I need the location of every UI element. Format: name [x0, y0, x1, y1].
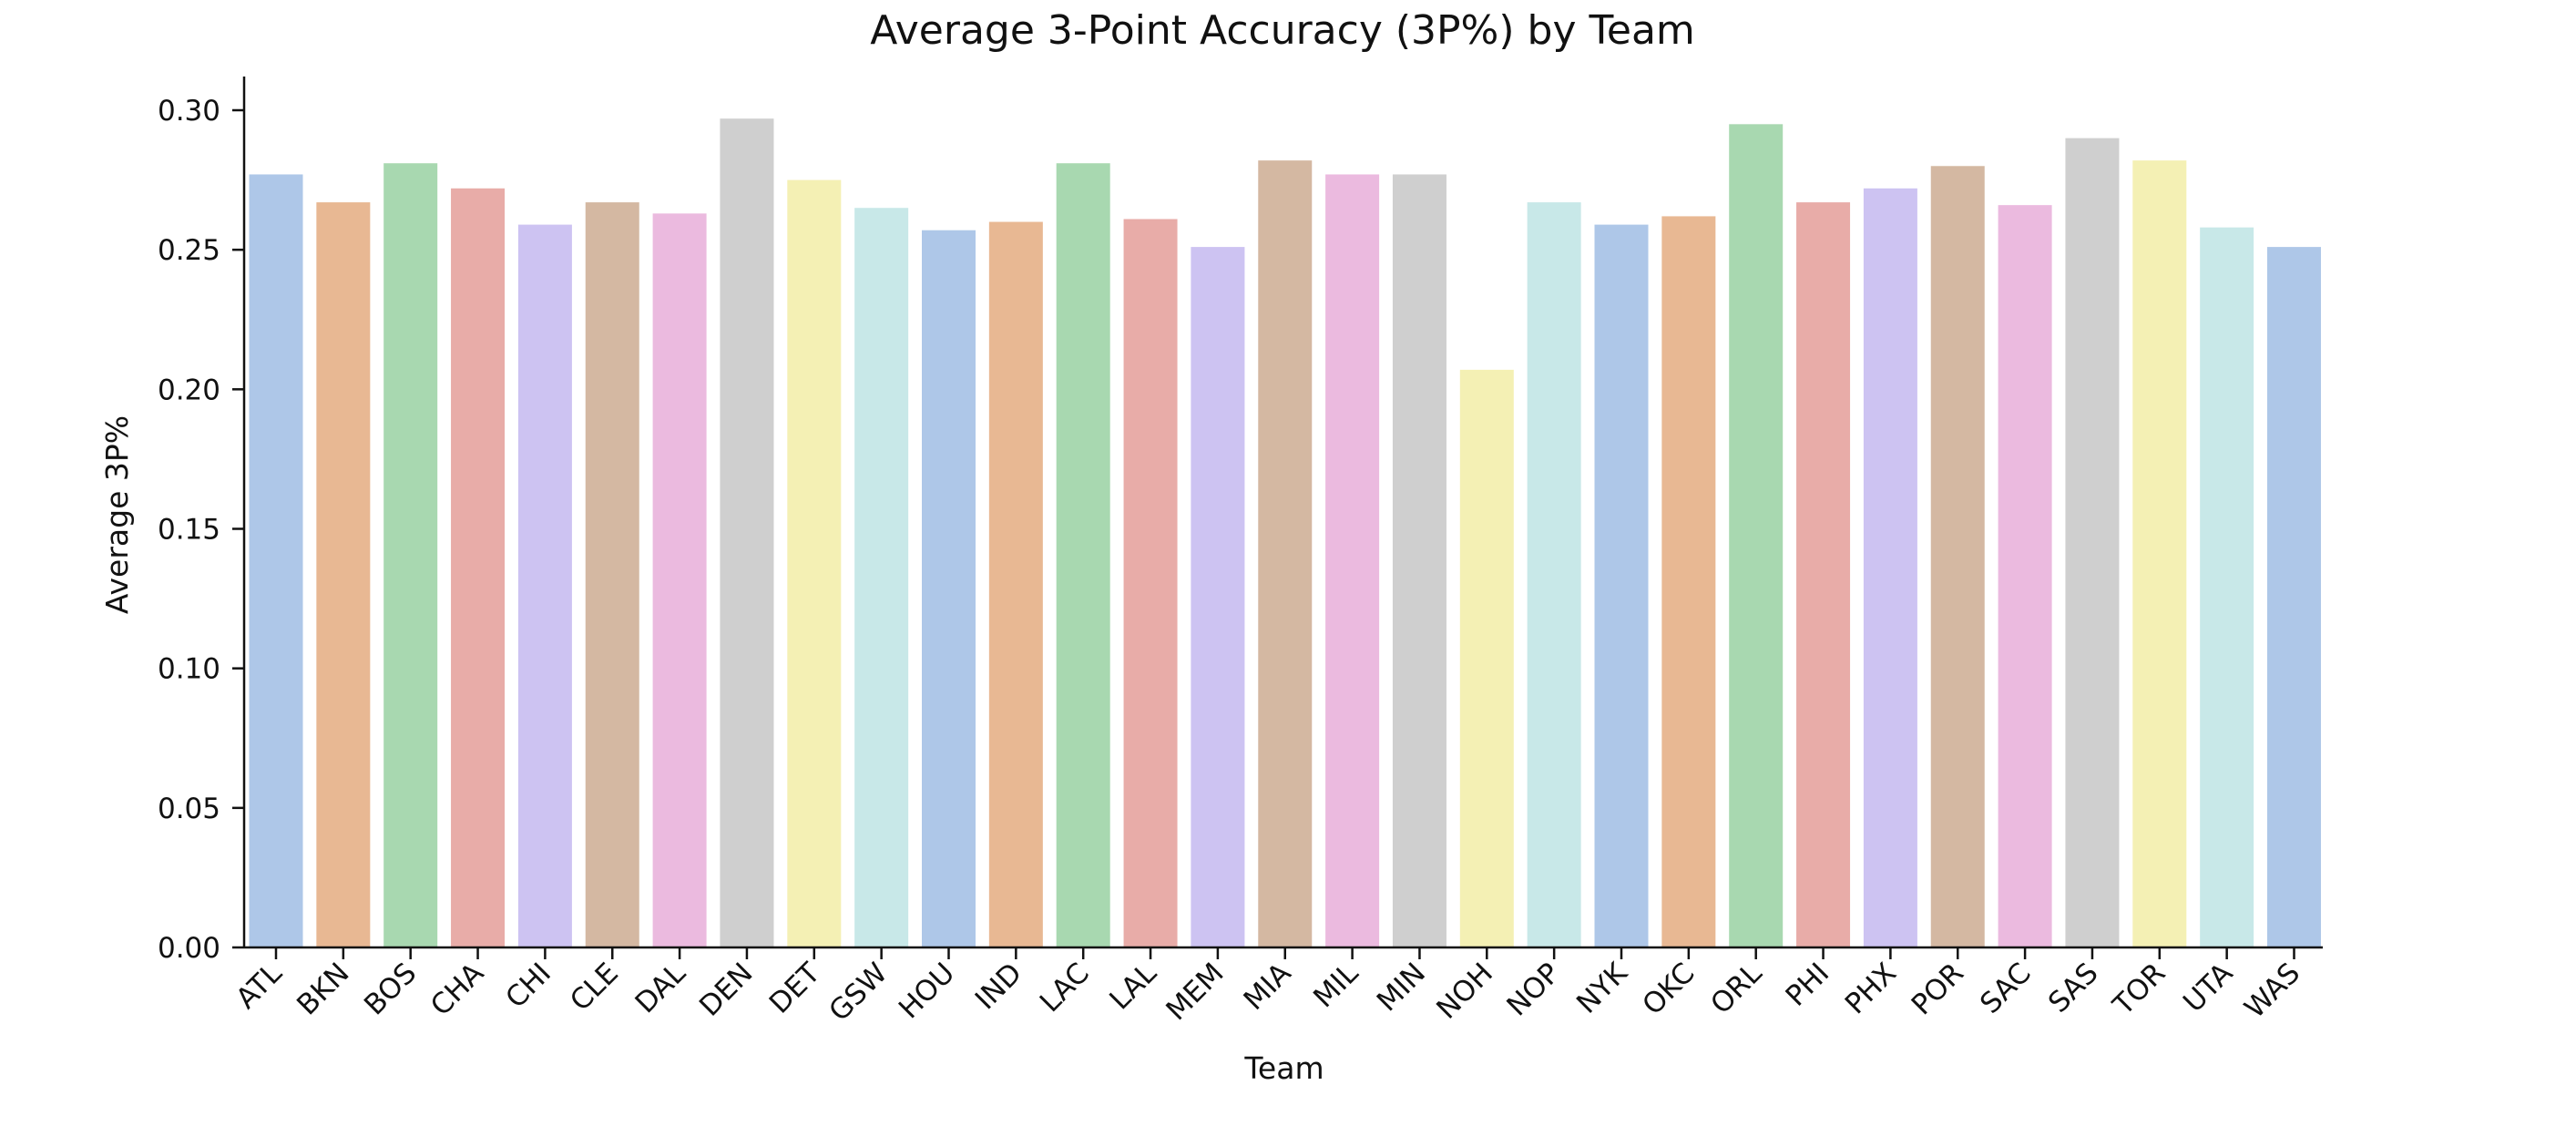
x-tick-label: LAC — [1034, 957, 1096, 1019]
x-tick-label: PHX — [1839, 957, 1903, 1020]
x-tick-label: BKN — [291, 957, 355, 1021]
bar-chi — [517, 224, 572, 947]
x-tick-label: DET — [763, 956, 827, 1019]
bar-min — [1392, 174, 1446, 947]
y-axis-ticks: 0.00 0.05 0.10 0.15 0.20 0.25 0.30 — [158, 95, 244, 965]
bar-noh — [1459, 369, 1514, 947]
x-tick-label: CLE — [564, 957, 625, 1018]
bar-hou — [922, 230, 976, 947]
x-tick-label: DAL — [629, 957, 693, 1020]
x-tick-label: MIN — [1371, 957, 1432, 1018]
bar-lal — [1123, 219, 1178, 948]
x-tick-label: LAL — [1103, 957, 1163, 1017]
x-tick-label: POR — [1906, 957, 1970, 1021]
bar-bos — [383, 163, 438, 947]
bar-dal — [652, 213, 707, 948]
bar-nop — [1527, 202, 1581, 948]
bar-mem — [1191, 247, 1245, 947]
bar-orl — [1729, 124, 1784, 948]
bar-phi — [1796, 202, 1851, 948]
y-tick-label: 0.20 — [158, 374, 220, 406]
bar-cle — [585, 202, 639, 948]
y-axis-label: Average 3P% — [99, 415, 135, 614]
bar-atl — [249, 174, 303, 947]
bar-den — [720, 118, 774, 947]
x-tick-label: NOP — [1500, 957, 1566, 1022]
x-tick-label: ATL — [230, 957, 289, 1016]
x-axis-label: Team — [1243, 1050, 1324, 1086]
bar-por — [1930, 166, 1985, 947]
x-tick-label: CHA — [424, 957, 490, 1022]
x-tick-label: HOU — [893, 957, 961, 1025]
y-tick-label: 0.15 — [158, 514, 220, 547]
x-tick-label: IND — [969, 957, 1028, 1016]
bars-group — [249, 118, 2321, 948]
x-tick-label: UTA — [2177, 957, 2239, 1019]
x-tick-label: PHI — [1780, 957, 1836, 1013]
bar-tor — [2132, 160, 2187, 947]
bar-ind — [988, 221, 1043, 948]
bar-mia — [1258, 160, 1313, 947]
x-tick-label: NOH — [1430, 957, 1499, 1026]
bar-nyk — [1594, 224, 1649, 947]
x-tick-label: NYK — [1570, 957, 1634, 1020]
x-tick-label: ORL — [1704, 957, 1769, 1021]
x-tick-label: BOS — [358, 957, 423, 1021]
chart-title: Average 3-Point Accuracy (3P%) by Team — [870, 7, 1695, 54]
y-tick-label: 0.10 — [158, 653, 220, 686]
bar-cha — [451, 188, 506, 948]
bar-gsw — [854, 208, 909, 947]
x-tick-label: SAC — [1974, 957, 2038, 1020]
bar-sas — [2065, 138, 2120, 948]
bar-lac — [1056, 163, 1110, 947]
x-tick-label: SAS — [2042, 957, 2105, 1019]
y-tick-label: 0.25 — [158, 234, 220, 267]
x-tick-label: TOR — [2106, 957, 2172, 1022]
x-tick-label: MEM — [1160, 957, 1230, 1027]
x-tick-label: MIL — [1307, 957, 1365, 1015]
bar-phx — [1863, 188, 1917, 948]
bar-was — [2267, 247, 2321, 947]
bar-sac — [1998, 205, 2052, 948]
bar-uta — [2200, 227, 2254, 947]
x-tick-label: DEN — [693, 957, 760, 1023]
bar-bkn — [316, 202, 371, 948]
y-tick-label: 0.05 — [158, 793, 220, 825]
x-tick-label: GSW — [823, 957, 894, 1028]
y-tick-label: 0.30 — [158, 95, 220, 128]
x-tick-label: WAS — [2238, 957, 2306, 1025]
y-tick-label: 0.00 — [158, 932, 220, 965]
x-tick-label: CHI — [499, 957, 557, 1015]
x-tick-label: MIA — [1238, 957, 1298, 1017]
x-tick-label: OKC — [1636, 957, 1701, 1021]
bar-det — [787, 179, 842, 948]
bar-okc — [1661, 216, 1716, 947]
bar-mil — [1325, 174, 1380, 947]
